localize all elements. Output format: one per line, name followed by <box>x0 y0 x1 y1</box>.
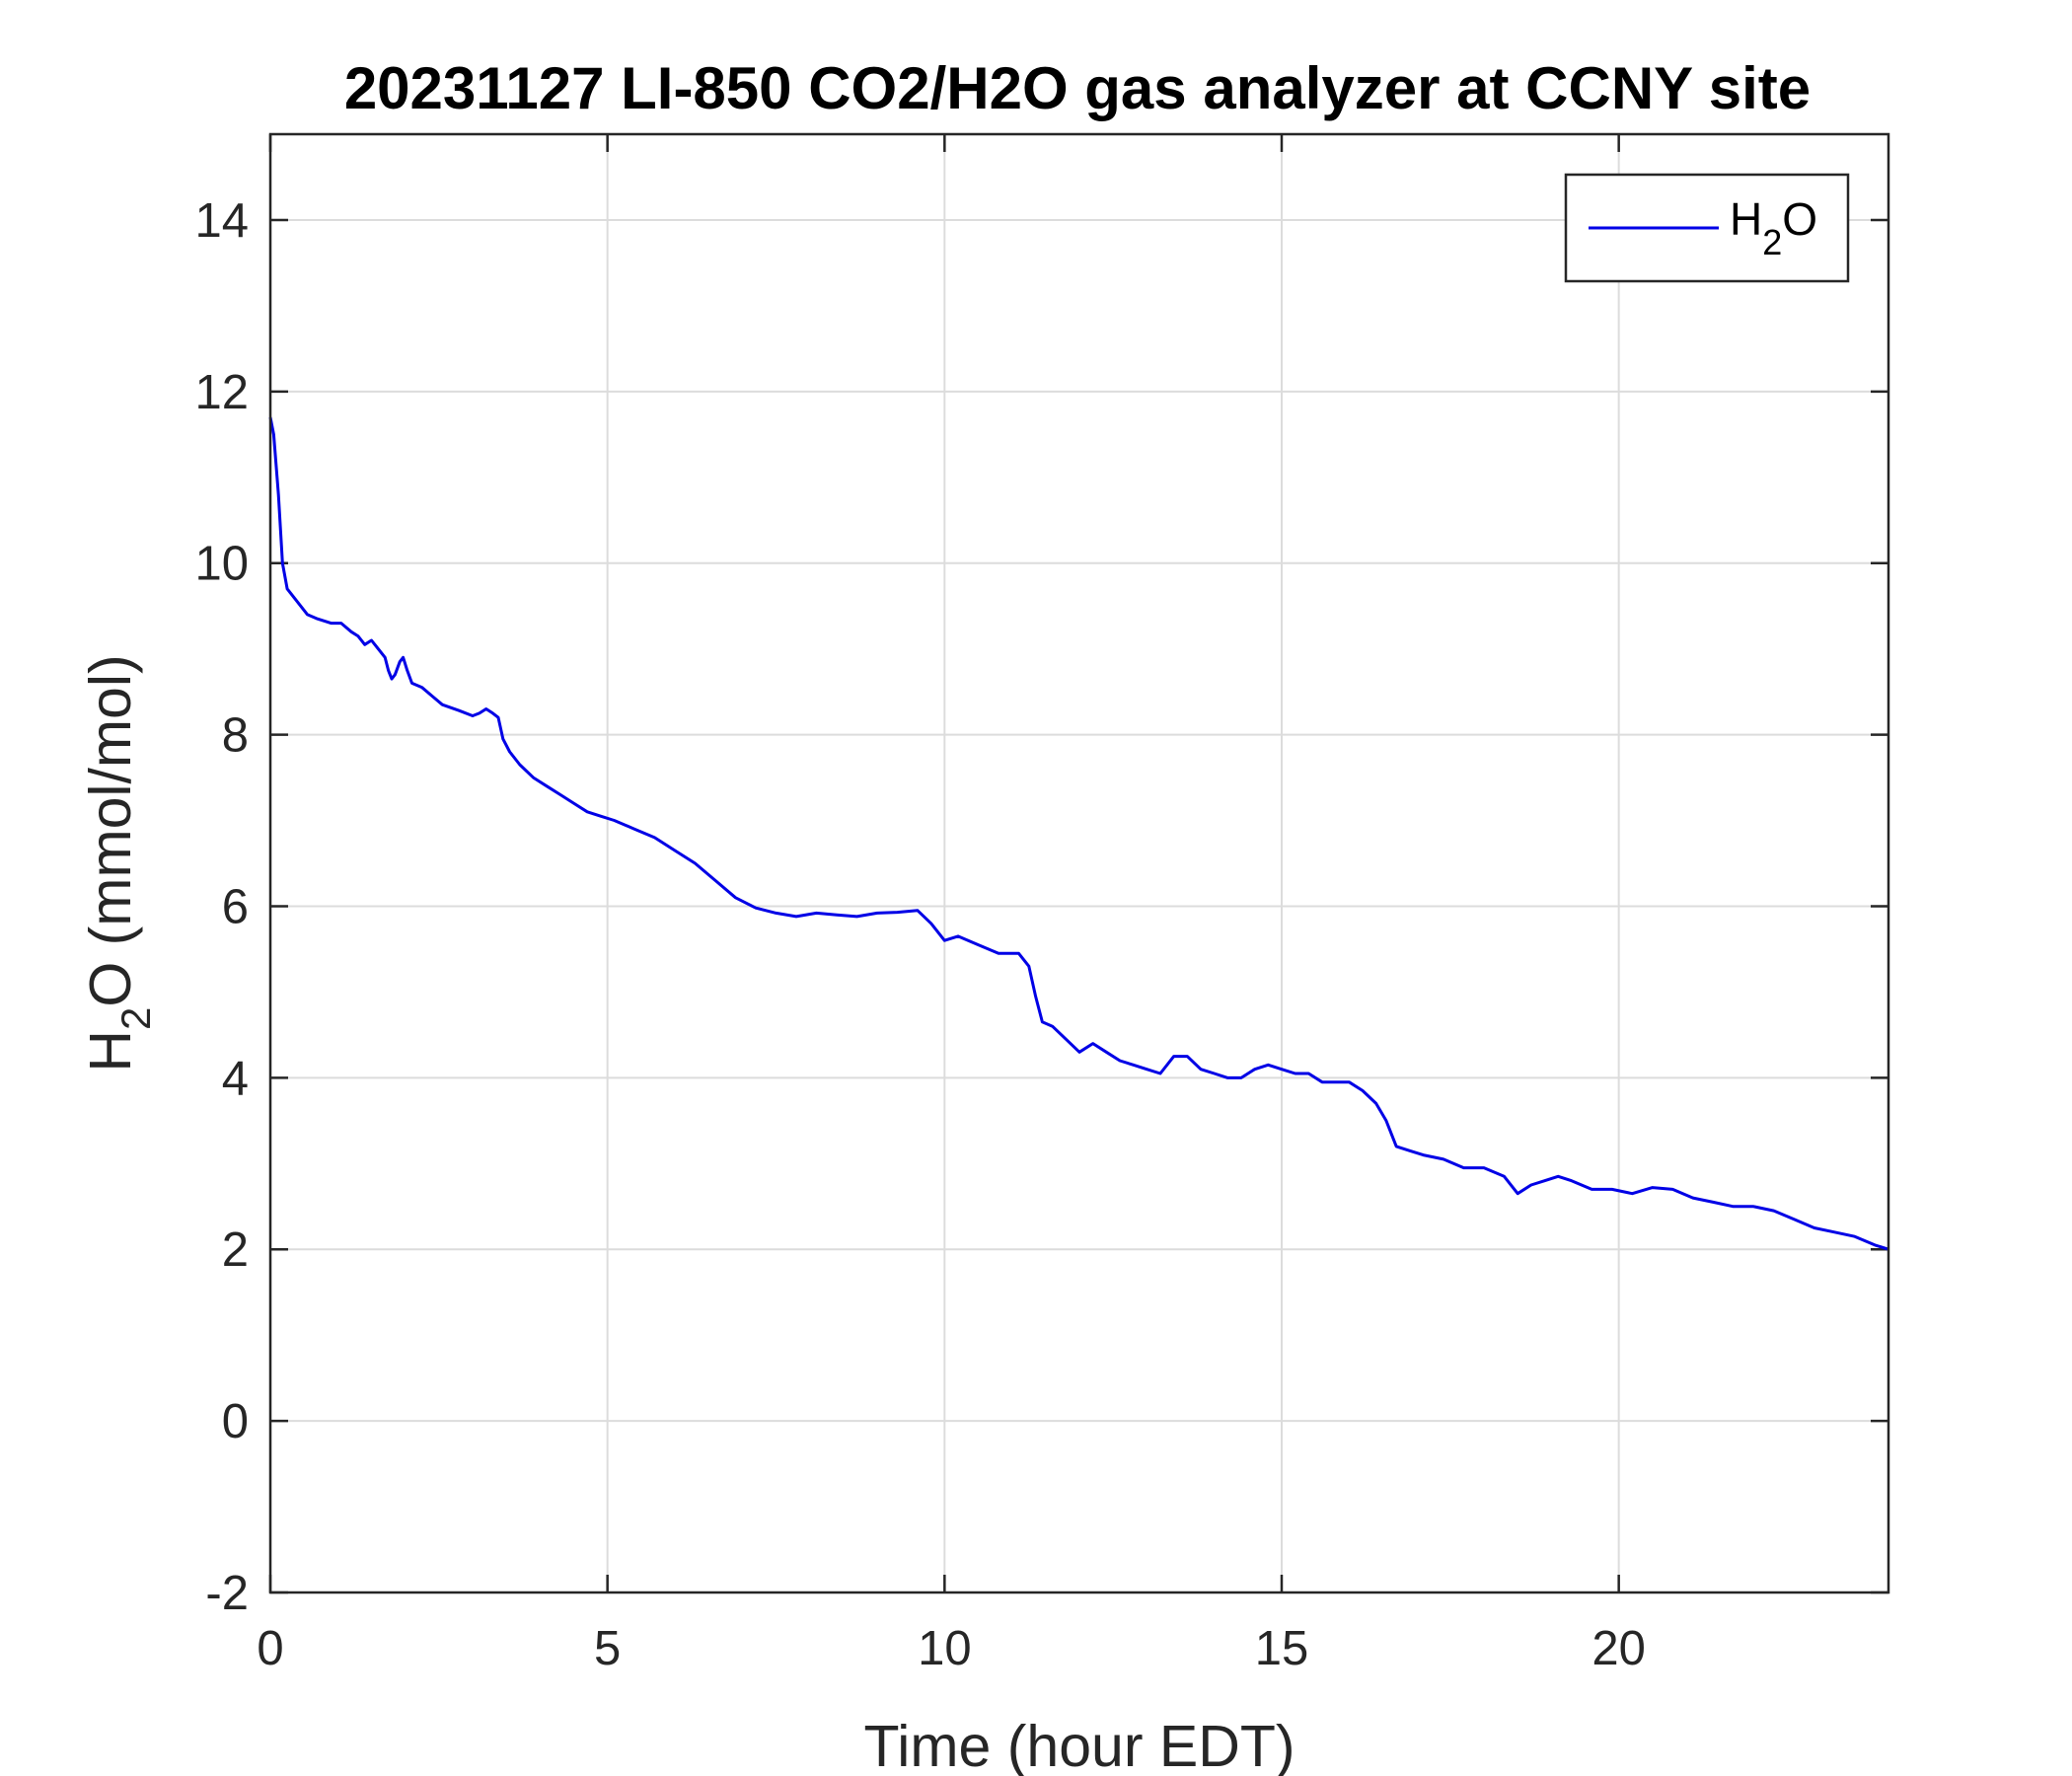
legend-label-rest: O <box>1782 193 1817 245</box>
y-tick-label: 14 <box>194 194 249 248</box>
series-line-h2o <box>268 416 1889 1251</box>
y-tick-label: 4 <box>222 1052 249 1105</box>
y-tick-label: -2 <box>205 1567 249 1620</box>
y-tick-label: 10 <box>194 538 249 591</box>
y-label-rest: O (mmol/mol) <box>78 654 143 1006</box>
y-axis-label: H2O (mmol/mol) <box>78 654 159 1072</box>
y-tick-label: 12 <box>194 366 249 419</box>
legend-entry-label: H2O <box>1730 193 1817 262</box>
y-tick-label: 0 <box>222 1395 249 1448</box>
y-label-main: H <box>78 1030 143 1073</box>
plot-area <box>270 134 1888 1592</box>
x-axis-label: Time (hour EDT) <box>863 1714 1295 1776</box>
y-tick-label: 6 <box>222 880 249 933</box>
legend-label-main: H <box>1730 193 1762 245</box>
x-tick-label: 20 <box>1591 1622 1646 1675</box>
x-tick-label: 5 <box>594 1622 621 1675</box>
legend: H2O <box>1564 173 1850 283</box>
x-tick-label: 10 <box>918 1622 972 1675</box>
y-tick-label: 2 <box>222 1223 249 1277</box>
y-label-sub: 2 <box>112 1007 159 1030</box>
series-layer <box>268 416 1889 1251</box>
chart-title: 20231127 LI-850 CO2/H2O gas analyzer at … <box>344 55 1811 121</box>
x-tick-label: 15 <box>1255 1622 1309 1675</box>
y-tick-label: 8 <box>222 709 249 763</box>
legend-label-sub: 2 <box>1762 222 1782 262</box>
plot-frame <box>268 132 1890 1594</box>
x-tick-label: 0 <box>257 1622 283 1675</box>
grid-lines <box>269 134 1888 1593</box>
